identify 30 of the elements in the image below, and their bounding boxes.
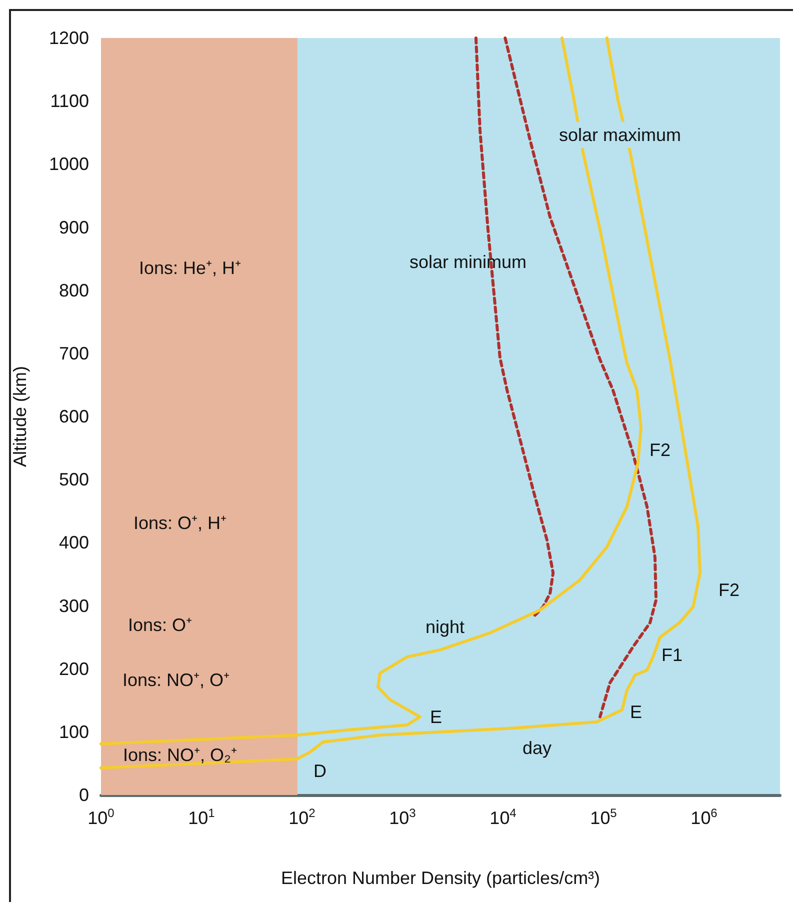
y-tick-label: 0 [78, 785, 89, 805]
y-tick-label: 1000 [48, 154, 89, 174]
y-tick-label: 500 [58, 470, 89, 490]
annotation: F2 [649, 440, 671, 460]
y-tick-label: 300 [58, 596, 89, 616]
y-tick-label: 800 [58, 280, 89, 300]
annotation: F1 [661, 645, 683, 665]
x-axis-title: Electron Number Density (particles/cm³) [280, 868, 600, 888]
y-tick-label: 400 [58, 532, 89, 553]
annotation: Ions: O⁺ [128, 615, 192, 635]
y-tick-label: 700 [58, 343, 89, 364]
annotation: solar minimum [409, 252, 527, 272]
annotation: E [430, 707, 442, 727]
y-tick-label: 200 [58, 658, 89, 679]
annotation: Ions: NO⁺, O₂⁺ [122, 745, 238, 765]
annotation: night [425, 617, 465, 637]
annotation: Ions: He⁺, H⁺ [138, 258, 242, 278]
annotation: Ions: O⁺, H⁺ [133, 513, 227, 533]
y-tick-label: 1100 [50, 91, 89, 112]
annotation: E [630, 702, 642, 722]
annotation: Ions: NO⁺, O⁺ [122, 670, 230, 690]
y-tick-label: 600 [58, 406, 89, 426]
y-tick-label: 100 [58, 722, 89, 742]
y-tick-label: 1200 [48, 28, 89, 48]
y-axis-title: Altitude (km) [10, 366, 30, 468]
y-tick-label: 900 [58, 217, 89, 238]
annotation: D [314, 761, 326, 781]
annotation: solar maximum [558, 125, 682, 145]
annotation: day [522, 738, 552, 758]
annotation: F2 [718, 580, 740, 600]
